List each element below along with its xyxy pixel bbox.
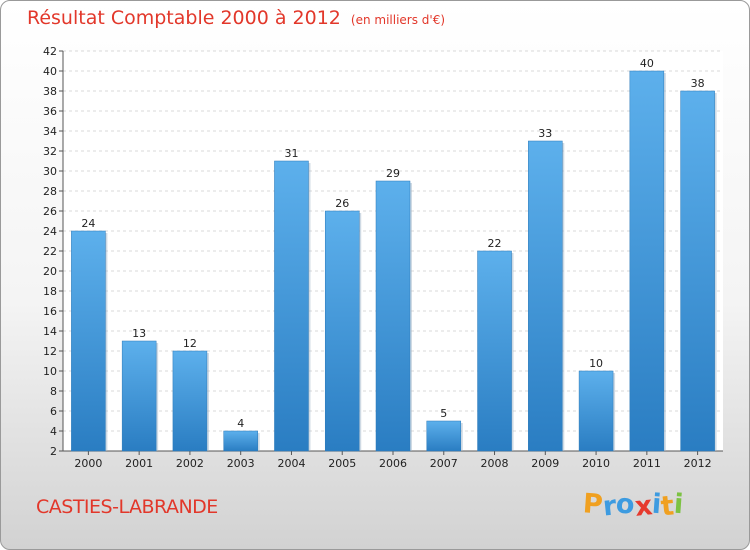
bar-2002 (172, 350, 208, 452)
x-tick-label: 2005 (328, 457, 356, 470)
x-tick-label: 2008 (481, 457, 509, 470)
proxiti-logo: Proxiti (581, 488, 685, 522)
y-tick-label: 24 (43, 225, 57, 238)
y-tick-label: 22 (43, 245, 57, 258)
x-tick-label: 2009 (531, 457, 559, 470)
bar-value-label: 40 (640, 57, 654, 70)
y-tick-label: 34 (43, 125, 57, 138)
bar-value-label: 24 (81, 217, 95, 230)
bar-value-label: 12 (183, 337, 197, 350)
bar-value-label: 29 (386, 167, 400, 180)
chart-subtitle: (en milliers d'€) (350, 13, 446, 27)
y-tick-label: 14 (43, 325, 57, 338)
x-tick-label: 2006 (379, 457, 407, 470)
y-tick-label: 32 (43, 145, 57, 158)
bar-value-label: 13 (132, 327, 146, 340)
bar-2006 (375, 180, 411, 452)
y-tick-label: 42 (43, 45, 57, 58)
bar-value-label: 4 (237, 417, 244, 430)
y-tick-label: 4 (50, 425, 57, 438)
bar-2004 (274, 160, 309, 452)
x-tick-label: 2004 (277, 457, 305, 470)
logo-letter: i (673, 488, 685, 521)
y-tick-label: 30 (43, 165, 57, 178)
logo-letter: P (581, 488, 604, 521)
y-tick-label: 40 (43, 65, 57, 78)
x-tick-label: 2000 (74, 457, 102, 470)
bar-2012 (680, 90, 715, 452)
bar-value-label: 22 (488, 237, 502, 250)
bars (71, 70, 717, 452)
y-tick-label: 12 (43, 345, 57, 358)
y-tick-label: 18 (43, 285, 57, 298)
x-tick-label: 2001 (125, 457, 153, 470)
bar-2003 (223, 430, 258, 452)
bar-2005 (324, 210, 360, 452)
bar-value-label: 26 (335, 197, 349, 210)
bar-value-label: 33 (538, 127, 552, 140)
y-tick-label: 26 (43, 205, 57, 218)
y-tick-label: 6 (50, 405, 57, 418)
bar-value-label: 31 (284, 147, 298, 160)
labels: 24 13 12 4 31 26 29 5 22 33 10 40 38 (81, 57, 704, 430)
x-tick-label: 2012 (684, 457, 712, 470)
bar-2011 (629, 70, 665, 452)
bar-value-label: 10 (589, 357, 603, 370)
x-tick-label: 2007 (430, 457, 458, 470)
bar-2001 (121, 340, 157, 452)
y-tick-label: 20 (43, 265, 57, 278)
y-tick-label: 2 (50, 445, 57, 458)
y-tick-label: 8 (50, 385, 57, 398)
y-tick-label: 16 (43, 305, 57, 318)
bar-2000 (71, 230, 106, 452)
y-tick-label: 36 (43, 105, 57, 118)
y-tick-label: 10 (43, 365, 57, 378)
commune-name: CASTIES-LABRANDE (36, 496, 218, 518)
y-tick-label: 28 (43, 185, 57, 198)
x-tick-label: 2003 (227, 457, 255, 470)
x-tick-label: 2010 (582, 457, 610, 470)
bar-2008 (477, 250, 512, 452)
bar-2007 (426, 420, 462, 452)
y-tick-label: 38 (43, 85, 57, 98)
bar-2010 (578, 370, 614, 452)
bar-value-label: 5 (440, 407, 447, 420)
bar-value-label: 38 (691, 77, 705, 90)
chart-title: Résultat Comptable 2000 à 2012 (en millie… (27, 7, 445, 29)
chart-title-text: Résultat Comptable 2000 à 2012 (27, 7, 341, 29)
bar-2009 (528, 140, 563, 452)
x-tick-label: 2011 (633, 457, 661, 470)
x-tick-label: 2002 (176, 457, 204, 470)
